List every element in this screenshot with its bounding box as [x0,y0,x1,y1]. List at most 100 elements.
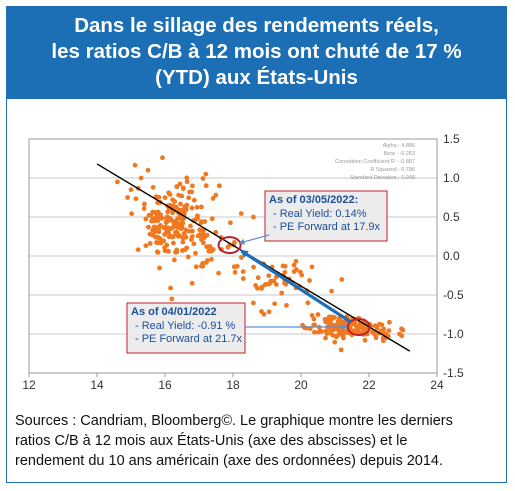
y-tick-label: 1.5 [443,132,460,146]
data-point [182,204,188,209]
data-point [149,218,155,224]
highlight-circle-1 [217,236,242,255]
title-line-2: les ratios C/B à 12 mois ont chuté de 17… [51,40,462,63]
title-line-3: (YTD) aux États-Unis [155,66,358,89]
data-point [268,278,274,284]
data-point [334,333,340,339]
data-point [179,193,185,199]
figure-frame: Dans le sillage des rendements réels, le… [6,6,507,483]
data-point [180,185,186,191]
data-point [259,284,265,290]
data-point [238,255,244,260]
data-point [311,316,317,322]
data-point [400,327,406,333]
stat-line: Alpha : 4.886 [383,143,415,149]
data-point [291,269,297,274]
data-point [161,238,167,244]
data-point [261,311,267,317]
data-point [189,280,195,286]
data-point [195,213,200,219]
data-point [190,183,195,189]
data-point [328,327,333,333]
y-tick-label: -0.5 [443,288,464,302]
annotation-line: - Real Yield: 0.14% [273,208,367,220]
data-point [179,224,185,230]
data-point [316,329,321,335]
data-point [171,257,177,263]
data-point [189,205,195,211]
caption: Sources : Candriam, Bloomberg©. Le graph… [15,411,503,471]
caption-line-2: ratios C/B à 12 mois aux États-Unis (axe… [15,433,408,449]
data-point [332,339,338,345]
x-tick-label: 12 [22,378,36,392]
x-tick-label: 20 [294,378,308,392]
data-point [362,337,368,343]
data-point [188,223,193,229]
y-tick-label: 0.5 [443,210,460,224]
data-point [176,207,182,213]
data-point [209,216,215,222]
annotation-connector [238,234,270,245]
data-point [143,216,149,222]
data-point [309,313,315,318]
caption-line-3: rendement du 10 ans américain (axe des o… [15,453,444,469]
data-point [191,197,197,203]
data-point [143,243,149,249]
data-point [184,179,190,185]
data-point [180,248,185,253]
data-point [174,247,180,253]
data-point [155,225,161,231]
data-point [200,230,206,236]
x-tick-label: 16 [158,378,172,392]
data-point [142,201,147,207]
data-point [146,212,152,218]
data-point [216,270,221,276]
data-point [311,322,317,328]
data-point [266,273,272,279]
data-point [161,225,167,231]
data-point [185,254,191,260]
data-point [175,233,181,239]
y-tick-label: 0.0 [443,249,460,263]
x-tick-label: 18 [226,378,240,392]
data-point [156,194,162,200]
data-point [169,296,175,302]
data-point [183,227,189,233]
y-tick-label: 1.0 [443,171,460,185]
data-point [332,315,337,320]
y-tick-label: -1.0 [443,327,464,341]
data-point [152,210,158,215]
header-banner: Dans le sillage des rendements réels, le… [7,7,506,99]
data-point [372,323,378,329]
data-point [379,322,385,328]
data-point [210,196,216,201]
data-point [187,189,192,195]
data-point [315,312,321,317]
data-point [327,317,333,323]
data-point [209,256,214,262]
data-point [141,206,147,211]
scatter-chart: 12 14 16 18 20 22 24 1.51.00.50.0-0.5-1.0-1.5 … [22,132,464,392]
data-point [338,347,344,353]
data-point [133,196,139,202]
data-point [145,167,151,173]
data-point [199,204,204,210]
data-point [323,335,328,341]
data-point [204,232,210,238]
x-tick-label: 22 [362,378,376,392]
data-point [217,183,222,189]
data-point [355,329,361,335]
stat-line: Correlation Coefficient R : -0.887 [335,159,415,165]
data-point [250,300,256,306]
data-point [181,209,186,214]
stat-line: Standard Deviation : 0.048 [350,175,415,181]
data-point [337,327,343,333]
annotations: As of 03/05/2022:- Real Yield: 0.14%- PE… [126,190,388,354]
annotation-line: - Real Yield: -0.91 % [135,320,235,332]
data-point [147,241,153,246]
data-point [356,324,362,330]
data-point [273,282,279,287]
data-point [266,309,272,315]
caption-line-1: Sources : Candriam, Bloomberg©. Le graph… [15,413,453,429]
data-point [146,224,151,230]
